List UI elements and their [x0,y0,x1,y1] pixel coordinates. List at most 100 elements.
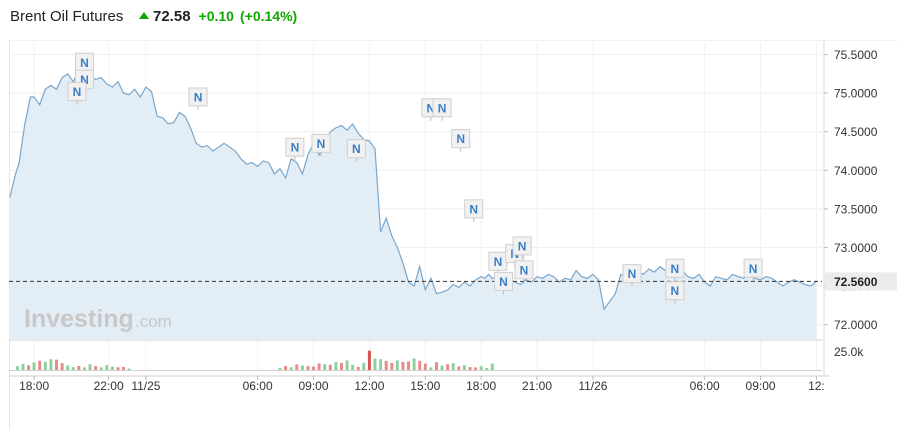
volume-bar [88,364,92,370]
volume-bar [127,368,131,370]
news-marker[interactable]: N [488,251,508,275]
volume-bar [401,361,405,370]
volume-bar [122,367,125,370]
watermark: Investing .com [24,305,172,333]
news-marker-box [451,129,471,149]
chart-header: Brent Oil Futures 72.58 +0.10 (+0.14%) [0,0,898,40]
volume-bar [485,368,489,370]
news-marker[interactable]: N [743,258,763,282]
price-area-fill [9,70,817,340]
volume-bar [390,362,394,370]
price-change-percent: (+0.14%) [239,8,298,24]
volume-bar [116,367,120,370]
news-marker[interactable]: N [665,281,685,304]
news-marker-label: N [671,284,680,298]
volume-bar [15,366,19,370]
news-marker-label: N [520,263,529,277]
volume-bar [423,363,427,370]
price-tick-label: 72.0000 [834,318,878,332]
time-tick-label: 06:00 [690,379,720,393]
last-price-label-bg [825,272,897,291]
volume-bar [457,366,461,370]
time-tick-label: 18:00 [19,379,49,393]
time-tick-label: 18:00 [466,379,496,393]
news-marker-label: N [438,101,447,115]
price-row: 72.58 +0.10 (+0.14%) [139,8,297,25]
news-marker-label: N [317,137,326,151]
volume-bar [379,359,383,370]
news-marker-box [743,258,763,278]
price-axis: 75.5000 75.0000 74.5000 74.0000 73.5000 73.00… [823,40,897,376]
news-marker[interactable]: N [67,82,87,105]
volume-bar [384,360,388,370]
price-change: +0.10 [198,8,234,24]
news-marker-box [512,236,532,256]
news-marker-box [188,87,208,107]
news-marker[interactable]: N [494,271,514,295]
volume-bar [77,365,81,370]
news-marker[interactable]: N [432,98,452,121]
volume-bar [21,363,25,370]
price-chart[interactable]: Investing .com NNNNNNNNNNNNNNNNNNNN 75.5… [9,39,898,430]
news-marker[interactable]: N [346,139,366,162]
news-marker-label: N [749,262,758,276]
news-marker[interactable]: N [188,87,208,110]
volume-bar [295,364,299,370]
news-marker-box [514,260,534,280]
time-tick-label: 11/25 [131,379,160,393]
volume-bar [407,361,410,370]
volume-bar [474,367,478,370]
volume-bar [278,368,282,370]
news-marker-label: N [494,255,503,269]
time-tick-label: 21:00 [522,379,552,393]
news-marker-box [67,82,87,102]
volume-bar [66,365,70,370]
news-marker-label: N [291,141,300,155]
volume-bar [32,362,36,370]
news-marker-box [665,258,685,278]
news-marker-label: N [628,267,637,281]
watermark-suffix: .com [135,312,172,331]
time-tick-label: 06:00 [243,379,273,393]
news-marker-box [346,139,366,159]
volume-bar [412,358,416,370]
volume-bar [82,367,86,370]
price-tick-label: 73.5000 [834,202,878,216]
last-price: 72.58 [153,8,191,25]
news-marker[interactable]: N [311,133,331,157]
volume-bar [356,367,360,370]
news-marker[interactable]: N [665,258,685,282]
news-marker[interactable]: N [464,199,484,222]
volume-bars [15,350,494,370]
volume-bar [468,367,472,370]
news-marker-label: N [456,132,465,146]
price-tick-label: 74.5000 [834,125,878,139]
watermark-brand: Investing [24,305,134,333]
news-marker[interactable]: N [451,129,471,152]
volume-bar [479,366,483,370]
volume-bar [418,360,422,370]
volume-axis-label: 25.0k [834,345,864,359]
news-marker[interactable]: N [622,264,642,287]
news-marker[interactable]: N [514,260,534,283]
volume-bar [462,365,466,370]
volume-bar [306,366,310,370]
news-marker[interactable]: N [285,137,305,161]
volume-bar [99,367,103,370]
news-marker-label: N [80,73,89,87]
volume-bar [312,366,315,370]
volume-bar [429,367,433,370]
volume-bar [27,365,31,370]
chart-frame[interactable]: Investing .com NNNNNNNNNNNNNNNNNNNN 75.5… [9,39,898,430]
news-marker-box [285,137,305,157]
time-tick-label: 12: [808,379,825,393]
volume-bar [451,363,455,370]
volume-bar [351,364,355,370]
volume-bar [490,363,494,370]
volume-bar [49,359,53,370]
news-marker[interactable]: N [512,236,532,259]
news-marker-box [311,133,331,153]
price-tick-label: 74.0000 [834,164,878,178]
volume-bar [60,363,64,370]
volume-bar [105,365,109,370]
